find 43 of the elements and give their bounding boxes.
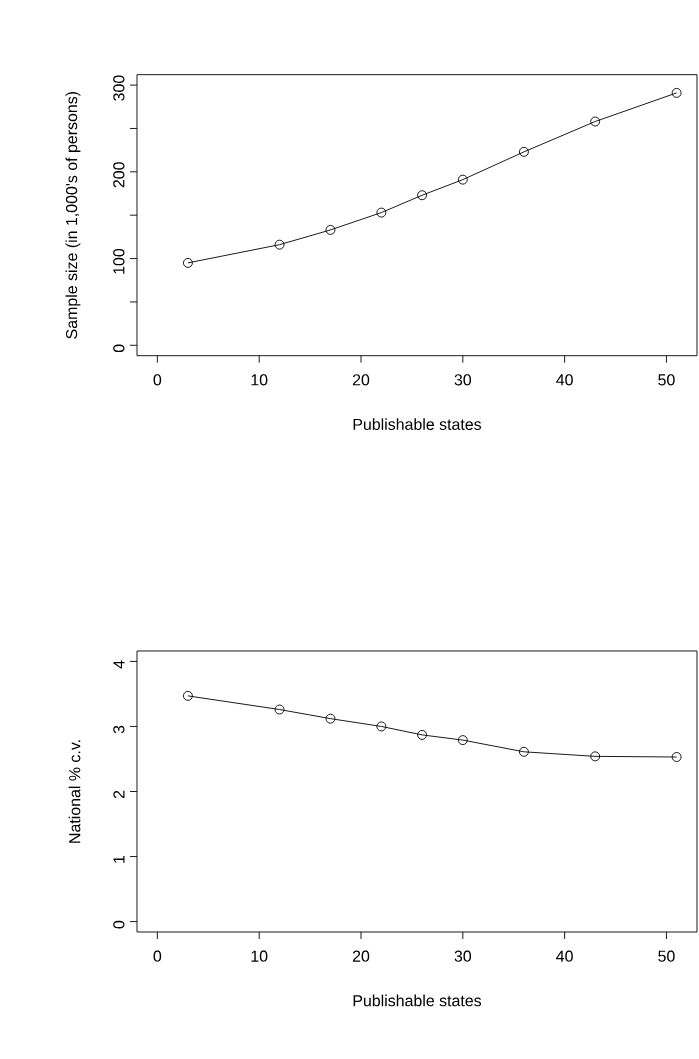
point [590,751,601,762]
y-tick-label: 200 [113,162,125,188]
y-axis-title: Sample size (in 1,000's of persons) [65,91,81,339]
x-tick-label: 10 [251,950,268,962]
x-tick-label: 20 [352,374,370,386]
x-tick-label: 50 [658,950,675,962]
y-tick-label: 300 [113,75,125,101]
point [376,721,387,732]
point [274,239,285,250]
point [182,257,193,268]
point [417,729,428,740]
x-axis-title: Publishable states [353,994,482,1007]
point [376,207,387,218]
point [671,752,682,762]
point [518,746,529,757]
x-tick-label: 50 [658,374,675,386]
x-tick-label: 0 [153,950,162,962]
point [325,713,336,724]
y-tick-label: 0 [113,344,125,353]
point [457,174,468,185]
y-tick-label: 100 [113,248,125,274]
y-tick-label: 3 [113,725,125,734]
point [518,146,529,157]
point [417,190,428,201]
x-tick-label: 40 [556,374,573,386]
point [274,704,285,715]
point [457,735,468,746]
y-tick-label: 2 [113,790,125,799]
y-tick-label: 4 [113,660,125,669]
x-tick-label: 40 [556,950,573,962]
x-tick-label: 30 [454,950,472,962]
x-tick-label: 10 [251,374,268,386]
x-tick-label: 0 [153,374,162,386]
point [590,116,601,127]
point [182,690,193,701]
y-tick-label: 1 [113,855,125,863]
x-axis-title: Publishable states [353,418,482,431]
point [671,87,682,98]
point [325,224,336,235]
x-tick-label: 30 [454,374,472,386]
y-tick-label: 0 [113,920,125,929]
x-tick-label: 20 [352,950,370,962]
y-axis-title: National % c.v. [68,740,81,843]
